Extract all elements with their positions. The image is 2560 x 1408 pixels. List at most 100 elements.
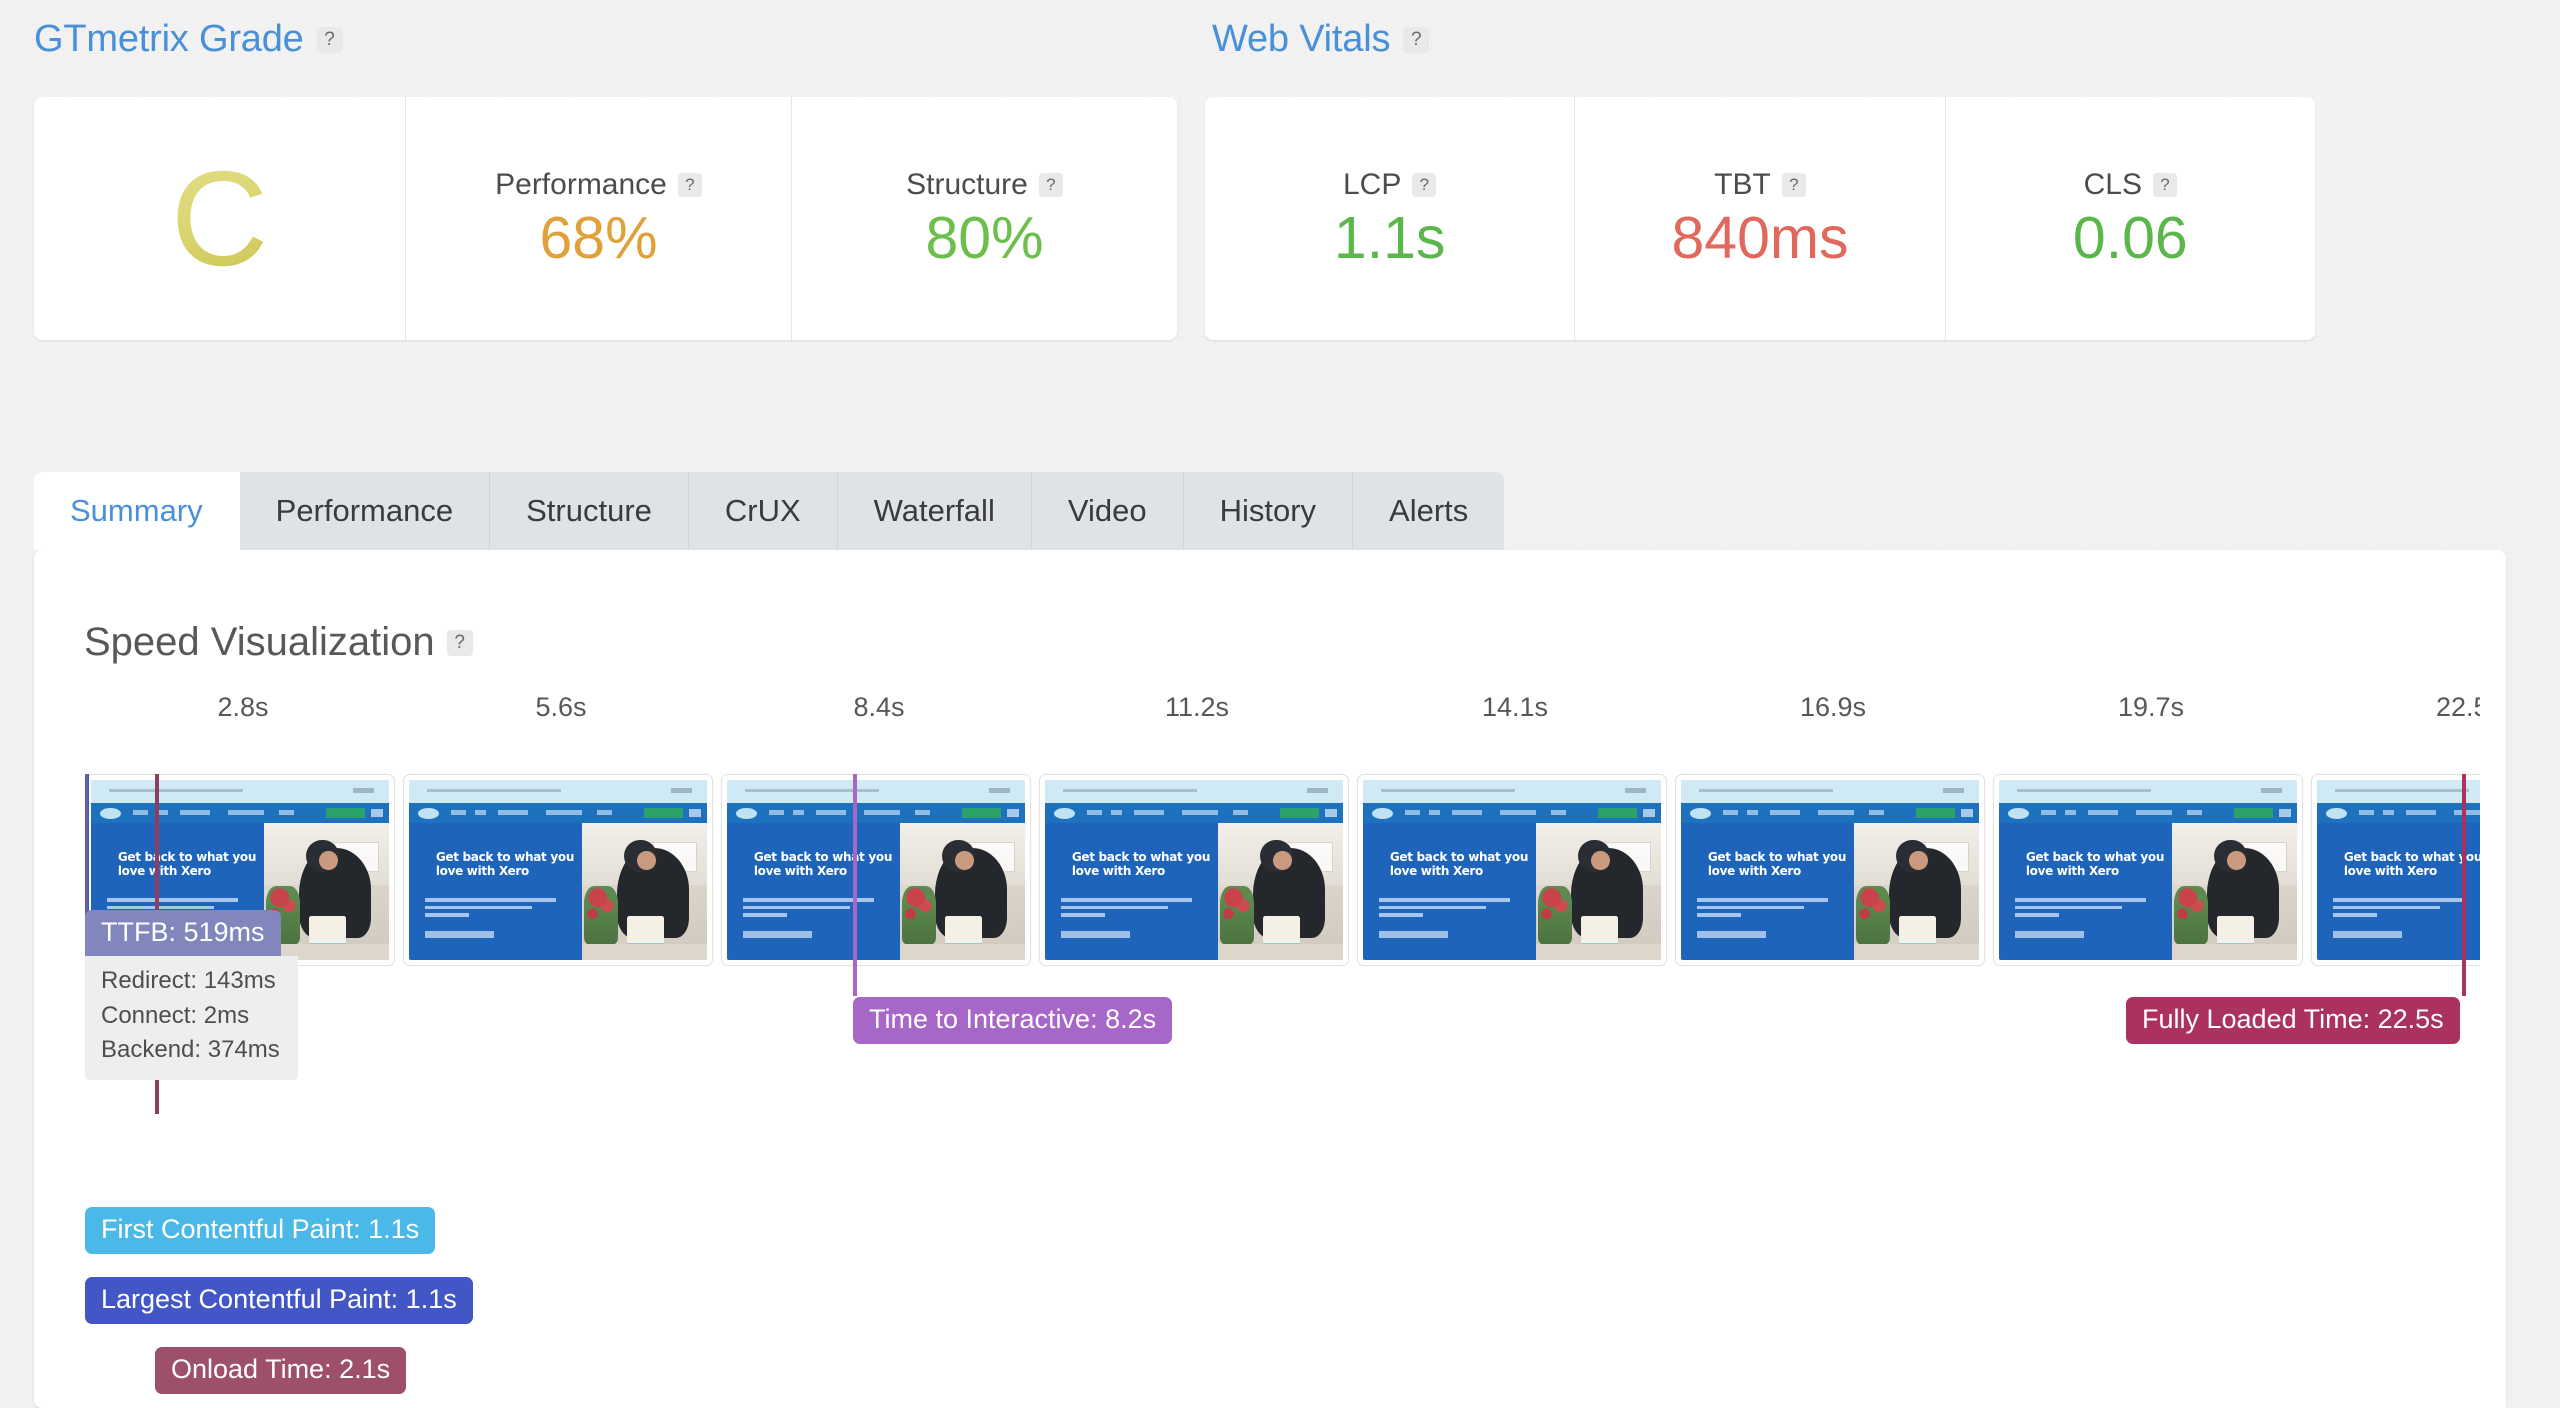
- help-icon[interactable]: ?: [316, 26, 343, 53]
- help-icon[interactable]: ?: [1403, 26, 1430, 53]
- photo-person-face: [1908, 850, 1928, 870]
- gtmetrix-grade-title: GTmetrix Grade: [34, 18, 304, 60]
- filmstrip-frame[interactable]: Get back to what you love with Xero: [2311, 774, 2480, 966]
- site-logo: [417, 807, 439, 819]
- help-icon[interactable]: ?: [1038, 172, 1063, 197]
- fcp-marker-label: First Contentful Paint: 1.1s: [85, 1207, 436, 1255]
- nav-link: [132, 810, 148, 816]
- tab-video[interactable]: Video: [1031, 472, 1184, 550]
- tab-label: Structure: [526, 493, 652, 528]
- tab-waterfall[interactable]: Waterfall: [837, 472, 1032, 550]
- axis-tick: 14.1s: [1481, 692, 1549, 722]
- nav-link: [278, 810, 294, 816]
- performance-cell: Performance ? 68%: [406, 97, 792, 340]
- browser-chrome-bar: [2317, 780, 2480, 804]
- ttfb-backend: Backend: 374ms: [101, 1036, 280, 1064]
- ttfb-marker-label: TTFB: 519ms: [85, 910, 281, 958]
- filmstrip-frame[interactable]: Get back to what you love with Xero: [1675, 774, 1985, 966]
- nav-link: [474, 810, 487, 816]
- lcp-value: 1.1s: [1333, 204, 1446, 271]
- nav-secondary-link: [2279, 809, 2292, 817]
- site-navbar: [1681, 803, 1979, 824]
- hero-photo: [899, 823, 1025, 960]
- fully-loaded-marker-label: Fully Loaded Time: 22.5s: [2126, 997, 2460, 1045]
- tab-crux[interactable]: CrUX: [688, 472, 838, 550]
- speed-visualization-timeline: 2.8s 5.6s 8.4s 11.2s 14.1s 16.9s 19.7s 2…: [0, 692, 2480, 1408]
- nav-link: [1500, 810, 1536, 816]
- hero-copy: Get back to what you love with Xero: [1681, 823, 1854, 960]
- nav-link: [2186, 810, 2202, 816]
- site-navbar: [91, 803, 389, 824]
- hero-headline: Get back to what you love with Xero: [117, 850, 257, 879]
- browser-chrome-bar: [409, 780, 707, 804]
- marker-line-fully-loaded: [2462, 774, 2466, 996]
- hero-subtext: [742, 898, 874, 921]
- tab-alerts[interactable]: Alerts: [1353, 472, 1505, 550]
- browser-chrome-bar: [727, 780, 1025, 804]
- photo-counter: [1853, 943, 1979, 960]
- nav-link: [2454, 810, 2480, 816]
- help-icon[interactable]: ?: [677, 172, 702, 197]
- gtmetrix-grade-panel: C Performance ? 68% Structure ? 80%: [34, 97, 1177, 340]
- nav-link: [2358, 810, 2374, 816]
- browser-chrome-bar: [1045, 780, 1343, 804]
- nav-link: [2406, 810, 2437, 816]
- filmstrip-frame[interactable]: Get back to what you love with Xero: [1993, 774, 2303, 966]
- nav-cta-button: [1916, 808, 1956, 818]
- browser-chrome-bar: [91, 780, 389, 804]
- structure-label: Structure: [906, 167, 1028, 201]
- hero-copy: Get back to what you love with Xero: [727, 823, 900, 960]
- site-navbar: [727, 803, 1025, 824]
- tab-structure[interactable]: Structure: [490, 472, 689, 550]
- axis-tick: 2.8s: [217, 692, 269, 722]
- help-icon[interactable]: ?: [446, 629, 473, 656]
- photo-counter: [1217, 943, 1343, 960]
- nav-link: [2136, 810, 2172, 816]
- lcp-marker-label: Largest Contentful Paint: 1.1s: [85, 1277, 473, 1325]
- nav-link: [1550, 810, 1566, 816]
- help-icon[interactable]: ?: [1781, 172, 1806, 197]
- tab-label: Waterfall: [873, 493, 995, 528]
- ttfb-breakdown: Redirect: 143ms Connect: 2ms Backend: 37…: [85, 956, 298, 1080]
- site-logo: [1053, 807, 1075, 819]
- nav-cta-button: [2234, 808, 2274, 818]
- nav-secondary-link: [1325, 809, 1338, 817]
- report-tabs: Summary Performance Structure CrUX Water…: [34, 472, 1505, 550]
- filmstrip-frame[interactable]: Get back to what you love with Xero: [721, 774, 1031, 966]
- nav-secondary-link: [1007, 809, 1020, 817]
- help-icon[interactable]: ?: [1412, 172, 1437, 197]
- hero-headline: Get back to what you love with Xero: [753, 850, 893, 879]
- filmstrip-frame[interactable]: Get back to what you love with Xero: [403, 774, 713, 966]
- page-screenshot: Get back to what you love with Xero: [91, 780, 389, 960]
- tbt-head: TBT ?: [1714, 168, 1806, 202]
- photo-flowers: [1856, 886, 1891, 944]
- tbt-cell: TBT ? 840ms: [1575, 97, 1946, 340]
- tab-summary[interactable]: Summary: [34, 472, 240, 550]
- nav-link: [864, 810, 900, 816]
- hero-cta-button: [742, 931, 812, 939]
- site-logo: [2007, 807, 2029, 819]
- photo-person-face: [2226, 850, 2246, 870]
- tab-performance[interactable]: Performance: [239, 472, 491, 550]
- grade-cell: C: [34, 97, 406, 340]
- photo-flowers: [1538, 886, 1573, 944]
- hero-cta-button: [2014, 931, 2084, 939]
- filmstrip-frame[interactable]: Get back to what you love with Xero: [1039, 774, 1349, 966]
- filmstrip-frame[interactable]: Get back to what you love with Xero: [1357, 774, 1667, 966]
- web-vitals-title: Web Vitals: [1212, 18, 1391, 60]
- hero-photo: [1535, 823, 1661, 960]
- hero-photo: [1217, 823, 1343, 960]
- site-logo: [99, 807, 121, 819]
- photo-flowers: [902, 886, 937, 944]
- site-navbar: [1045, 803, 1343, 824]
- filmstrip-frame[interactable]: Get back to what you love with Xero: [85, 774, 395, 966]
- hero-subtext: [1060, 898, 1192, 921]
- help-icon[interactable]: ?: [2153, 172, 2177, 197]
- nav-secondary-link: [371, 809, 384, 817]
- photo-counter: [581, 943, 707, 960]
- ttfb-redirect: Redirect: 143ms: [101, 967, 276, 994]
- tab-history[interactable]: History: [1183, 472, 1354, 550]
- hero-headline: Get back to what you love with Xero: [2025, 850, 2165, 879]
- performance-label: Performance: [495, 167, 667, 201]
- hero-section: Get back to what you love with Xero: [1681, 823, 1979, 960]
